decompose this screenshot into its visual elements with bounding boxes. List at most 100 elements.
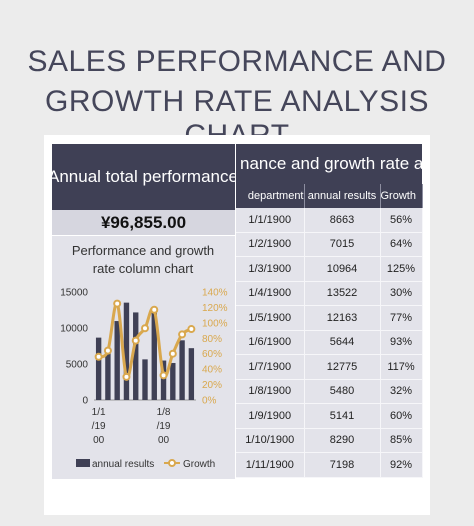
growth-point [187,325,196,334]
growth-point [150,305,159,314]
bar [179,340,185,400]
table-header-row: department annual results Growth [236,184,423,208]
table-row: 1/8/1900 5480 32% [236,379,423,404]
cell-results[interactable]: 7198 [304,452,381,478]
y-tick-label: 10000 [60,324,88,335]
cell-growth[interactable]: 85% [380,428,423,453]
table-row: 1/4/1900 13522 30% [236,281,423,306]
bar-series [95,302,195,400]
y2-tick-label: 140% [202,288,228,299]
bar [188,348,195,400]
table-row: 1/6/1900 5644 93% [236,330,423,355]
y-tick-label: 15000 [60,288,88,299]
x-axis-ticks: 1/1/19 00 1/8/19 00 [92,407,171,446]
x-tick-label: /19 [157,421,171,432]
growth-point [159,371,168,380]
cell-date[interactable]: 1/3/1900 [236,256,305,282]
performance-growth-header[interactable]: nance and growth rate a [236,144,422,184]
annual-total-header[interactable]: Annual total performance [52,144,235,210]
cell-date[interactable]: 1/9/1900 [236,403,305,429]
table-row: 1/7/1900 12775 117% [236,354,423,380]
cell-growth[interactable]: 60% [380,403,423,429]
cell-growth[interactable]: 117% [380,354,423,380]
table-row: 1/5/1900 12163 77% [236,305,423,331]
legend-bar-swatch [76,459,90,467]
bar [142,359,148,400]
cell-date[interactable]: 1/10/1900 [236,428,305,453]
cell-growth[interactable]: 64% [380,232,423,257]
cell-results[interactable]: 10964 [304,256,381,282]
chart-title-line2: rate column chart [93,261,194,276]
bar [160,360,167,400]
cell-date[interactable]: 1/1/1900 [236,208,305,233]
legend-line-marker [168,459,176,467]
table-row: 1/2/1900 7015 64% [236,232,423,257]
column-header-department[interactable]: department [236,184,305,208]
y2-tick-label: 20% [202,380,222,391]
column-header-growth[interactable]: Growth [380,184,423,208]
cell-growth[interactable]: 32% [380,379,423,404]
cell-results[interactable]: 13522 [304,281,381,306]
cell-results[interactable]: 8290 [304,428,381,453]
x-tick-label: 00 [93,435,105,446]
y2-tick-label: 120% [202,303,228,314]
bar [105,349,111,400]
combo-chart-svg: Performance and growth rate column chart… [60,243,228,470]
y2-tick-label: 60% [202,349,222,360]
cell-growth[interactable]: 56% [380,208,423,233]
cell-date[interactable]: 1/8/1900 [236,379,305,404]
y-tick-label: 5000 [66,360,89,371]
bar [151,308,157,400]
table-row: 1/10/1900 8290 85% [236,428,423,453]
chart-title-line1: Performance and growth [72,243,214,258]
growth-point [178,330,187,339]
growth-point [141,324,149,333]
y2-tick-label: 80% [202,334,222,345]
y-axis-ticks: 0 5000 10000 15000 [60,288,88,407]
cell-growth[interactable]: 93% [380,330,423,355]
combo-chart[interactable]: Performance and growth rate column chart… [52,236,235,479]
page-title-line1: SALES PERFORMANCE AND [27,45,447,78]
cell-date[interactable]: 1/4/1900 [236,281,305,306]
cell-date[interactable]: 1/6/1900 [236,330,305,355]
table-row: 1/9/1900 5141 60% [236,403,423,429]
x-tick-label: 00 [158,435,170,446]
bar [114,321,120,400]
table-row: 1/11/1900 7198 92% [236,452,423,478]
cell-growth[interactable]: 77% [380,305,423,331]
y2-tick-label: 40% [202,365,222,376]
bar [133,312,139,400]
table-row: 1/1/1900 8663 56% [236,208,423,233]
cell-results[interactable]: 8663 [304,208,381,233]
y2-tick-label: 0% [202,396,217,407]
cell-results[interactable]: 7015 [304,232,381,257]
cell-date[interactable]: 1/7/1900 [236,354,305,380]
cell-date[interactable]: 1/5/1900 [236,305,305,331]
cell-date[interactable]: 1/11/1900 [236,452,305,478]
y2-tick-label: 100% [202,318,228,329]
table-row: 1/3/1900 10964 125% [236,256,423,282]
cell-results[interactable]: 5644 [304,330,381,355]
bar [95,337,102,400]
cell-results[interactable]: 5480 [304,379,381,404]
growth-point [122,372,131,381]
growth-point [168,349,177,358]
annual-total-header-label: Annual total performance [52,167,235,186]
y-tick-label: 0 [82,396,88,407]
growth-point [94,352,103,361]
x-tick-label: 1/8 [157,407,171,418]
total-value-cell[interactable]: ¥96,855.00 [52,210,235,235]
legend-growth: Growth [183,459,215,470]
chart-legend: annual results Growth [76,459,215,470]
cell-growth[interactable]: 92% [380,452,423,478]
cell-results[interactable]: 12163 [304,305,381,331]
cell-growth[interactable]: 30% [380,281,423,306]
growth-point [103,346,112,355]
cell-growth[interactable]: 125% [380,256,423,282]
column-header-annual-results[interactable]: annual results [304,184,381,208]
data-table: department annual results Growth 1/1/190… [236,184,423,478]
bar [123,302,130,400]
cell-results[interactable]: 12775 [304,354,381,380]
cell-results[interactable]: 5141 [304,403,381,429]
cell-date[interactable]: 1/2/1900 [236,232,305,257]
